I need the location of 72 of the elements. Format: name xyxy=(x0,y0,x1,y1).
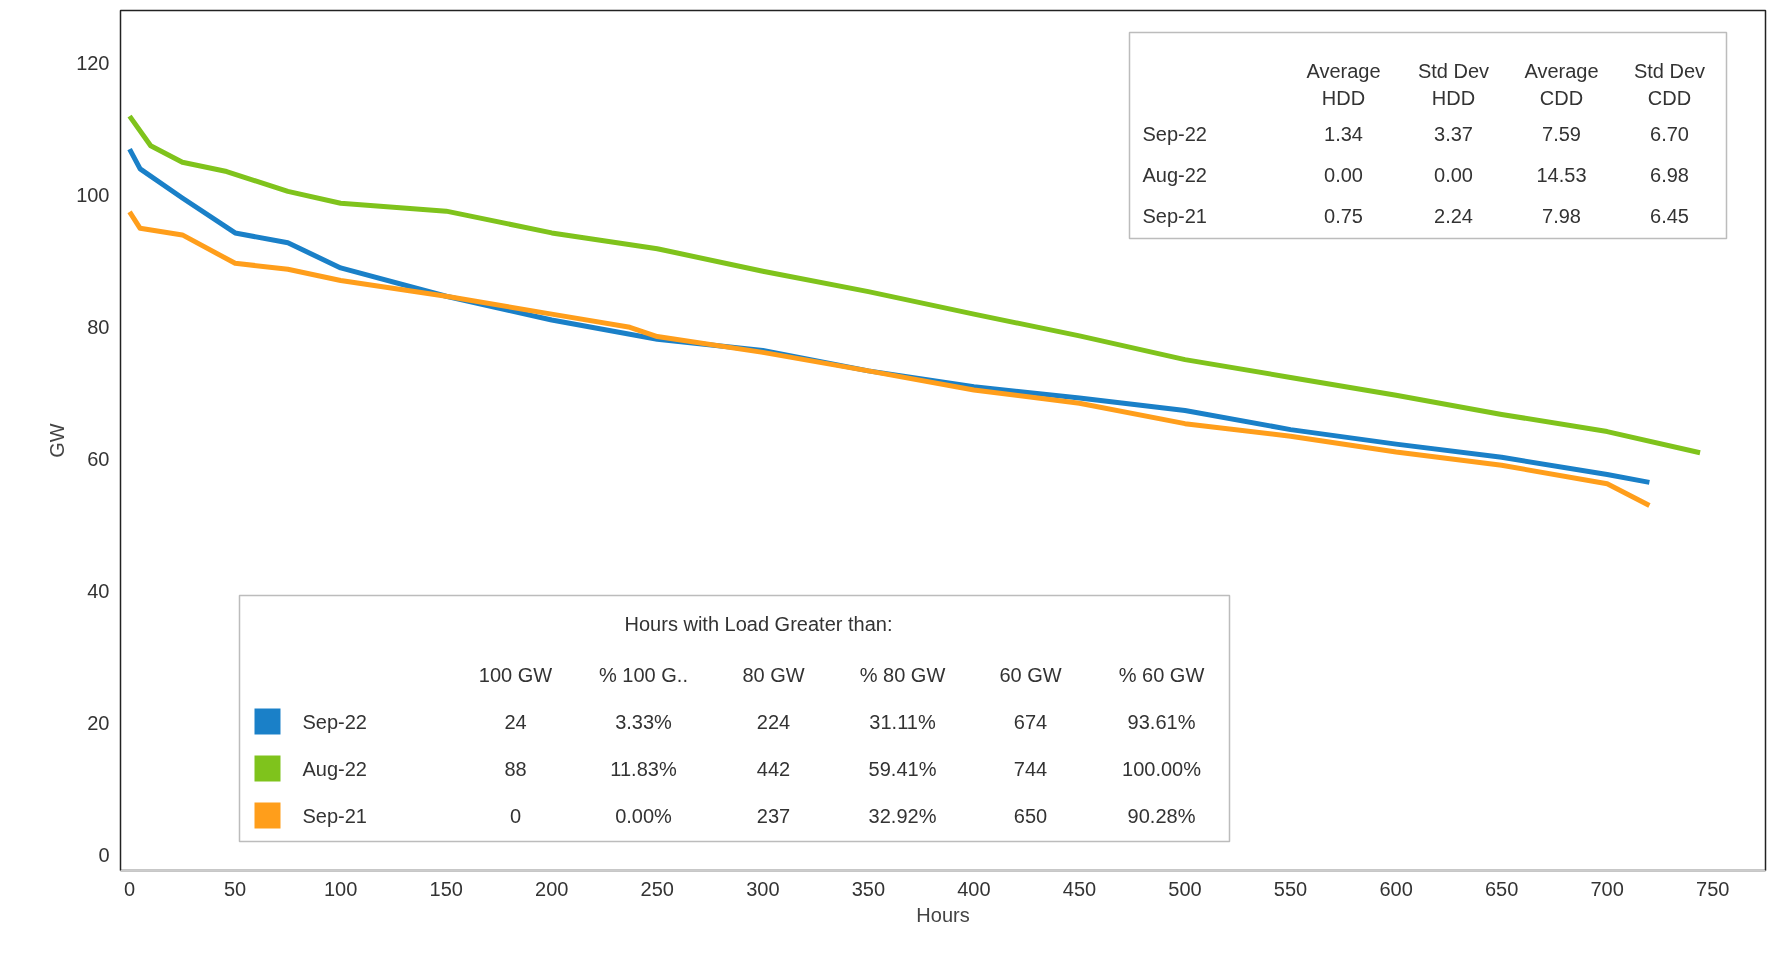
annotation: 1.34 xyxy=(1324,122,1363,145)
text: Sep-21 xyxy=(1142,204,1207,227)
x-tick-label: 350 xyxy=(851,877,886,900)
y-tick-label: 40 xyxy=(87,580,110,603)
y-tick-label: 0 xyxy=(98,844,110,867)
annotation: % 60 GW xyxy=(1118,663,1205,686)
x-tick-label: 400 xyxy=(957,877,991,900)
annotation: 7.98 xyxy=(1542,204,1581,227)
annotation: 650 xyxy=(1013,804,1048,827)
annotation: 224 xyxy=(756,710,791,733)
x-tick-label: 0 xyxy=(124,877,136,900)
x-tick-label: 500 xyxy=(1168,877,1202,900)
annotation: 0 xyxy=(509,804,522,827)
y-tick-label: 60 xyxy=(87,448,110,471)
annotation: % 80 GW xyxy=(859,663,946,686)
x-tick-label: 700 xyxy=(1590,877,1624,900)
annotation: 11.83% xyxy=(610,757,677,780)
y-axis-title: GW xyxy=(46,423,69,458)
annotation: 88 xyxy=(504,757,527,780)
annotation: Hours with Load Greater than: xyxy=(624,612,893,635)
annotation: 674 xyxy=(1013,710,1048,733)
annotation: 6.70 xyxy=(1650,122,1689,145)
annotation: 100.00% xyxy=(1122,757,1202,780)
text: Aug-22 xyxy=(1142,163,1207,186)
legend-label: Sep-22 xyxy=(302,710,367,733)
x-tick-label: 450 xyxy=(1062,877,1097,900)
annotation: 6.45 xyxy=(1650,204,1689,227)
x-tick-label: 750 xyxy=(1696,877,1730,900)
annotation: 6.98 xyxy=(1650,163,1689,186)
legend-label: Aug-22 xyxy=(302,757,367,780)
y-tick-label: 100 xyxy=(76,184,110,207)
annotation: 14.53 xyxy=(1536,163,1587,186)
annotation: 442 xyxy=(756,757,791,780)
annotation: 93.61% xyxy=(1127,710,1196,733)
x-tick-label: 100 xyxy=(323,877,358,900)
annotation: 31.11% xyxy=(869,710,936,733)
annotation: Average CDD xyxy=(1524,60,1599,109)
annotation: 80 GW xyxy=(742,663,805,686)
x-tick-label: 200 xyxy=(535,877,569,900)
annotation: 0.75 xyxy=(1324,204,1363,227)
annotation: 3.37 xyxy=(1434,122,1473,145)
annotation: 0.00% xyxy=(615,804,673,827)
annotation: Std Dev CDD xyxy=(1633,60,1706,109)
y-tick-label: 80 xyxy=(87,316,110,339)
annotation: 32.92% xyxy=(868,804,937,827)
text: Sep-22 xyxy=(1142,122,1207,145)
annotation: 90.28% xyxy=(1127,804,1196,827)
y-tick-label: 20 xyxy=(87,712,110,735)
annotation: % 100 G.. xyxy=(599,663,688,686)
x-tick-label: 50 xyxy=(224,877,247,900)
x-tick-label: 150 xyxy=(429,877,463,900)
y-tick-label: 120 xyxy=(76,52,110,75)
annotation: 60 GW xyxy=(999,663,1062,686)
annotation: 744 xyxy=(1013,757,1048,780)
x-tick-label: 550 xyxy=(1273,877,1308,900)
x-tick-label: 600 xyxy=(1379,877,1413,900)
annotation: 59.41% xyxy=(868,757,937,780)
x-axis-title: Hours xyxy=(916,903,970,926)
legend-label: Sep-21 xyxy=(302,804,367,827)
annotation: 7.59 xyxy=(1542,122,1581,145)
x-tick-label: 250 xyxy=(640,877,674,900)
annotation: 100 GW xyxy=(478,663,553,686)
annotation: 3.33% xyxy=(615,710,673,733)
annotation: 237 xyxy=(756,804,791,827)
annotation: 2.24 xyxy=(1434,204,1473,227)
annotation: 0.00 xyxy=(1324,163,1363,186)
annotation: 24 xyxy=(504,710,527,733)
annotation: Std Dev HDD xyxy=(1417,60,1490,109)
x-tick-label: 650 xyxy=(1484,877,1519,900)
annotation: 0.00 xyxy=(1434,163,1473,186)
annotation: Average HDD xyxy=(1306,60,1381,109)
x-tick-label: 300 xyxy=(746,877,780,900)
